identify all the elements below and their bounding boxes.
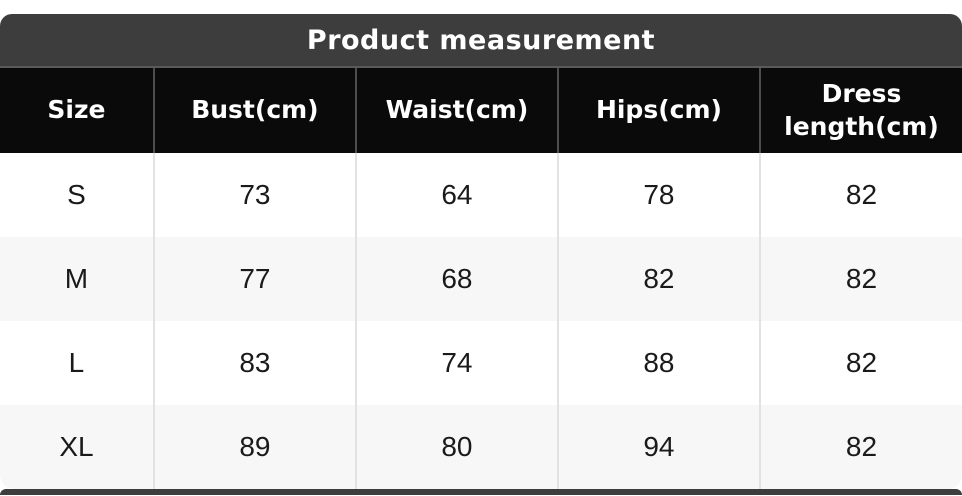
- table-cell: 78: [556, 153, 760, 237]
- column-header-bust: Bust(cm): [152, 68, 356, 153]
- table-row-m: M 77 68 82 82: [0, 237, 962, 321]
- table-cell: 89: [152, 405, 356, 489]
- table-row-l: L 83 74 88 82: [0, 321, 962, 405]
- next-section-top-bar: [0, 489, 962, 495]
- table-title: Product measurement: [306, 24, 656, 56]
- size-cell: XL: [0, 405, 154, 489]
- table-cell: 82: [556, 237, 760, 321]
- table-row-xl: XL 89 80 94 82: [0, 405, 962, 489]
- table-cell: 83: [152, 321, 356, 405]
- column-header-waist: Waist(cm): [354, 68, 558, 153]
- column-header-hips: Hips(cm): [556, 68, 760, 153]
- column-header-size: Size: [0, 68, 154, 153]
- table-cell: 77: [152, 237, 356, 321]
- table-title-bar: Product measurement: [0, 14, 962, 68]
- table-cell: 74: [354, 321, 558, 405]
- table-cell: 82: [758, 321, 962, 405]
- size-cell: S: [0, 153, 154, 237]
- size-cell: M: [0, 237, 154, 321]
- column-header-dress-length: Dress length(cm): [758, 68, 962, 153]
- table-cell: 88: [556, 321, 760, 405]
- size-cell: L: [0, 321, 154, 405]
- table-cell: 82: [758, 405, 962, 489]
- table-cell: 64: [354, 153, 558, 237]
- measurement-card: Product measurement Size Bust(cm) Waist(…: [0, 14, 962, 489]
- table-cell: 80: [354, 405, 558, 489]
- table-cell: 94: [556, 405, 760, 489]
- table-cell: 73: [152, 153, 356, 237]
- table-cell: 82: [758, 237, 962, 321]
- measurement-table: Size Bust(cm) Waist(cm) Hips(cm) Dress l…: [0, 68, 962, 489]
- table-cell: 82: [758, 153, 962, 237]
- table-row-s: S 73 64 78 82: [0, 153, 962, 237]
- header-row: Size Bust(cm) Waist(cm) Hips(cm) Dress l…: [0, 68, 962, 153]
- table-cell: 68: [354, 237, 558, 321]
